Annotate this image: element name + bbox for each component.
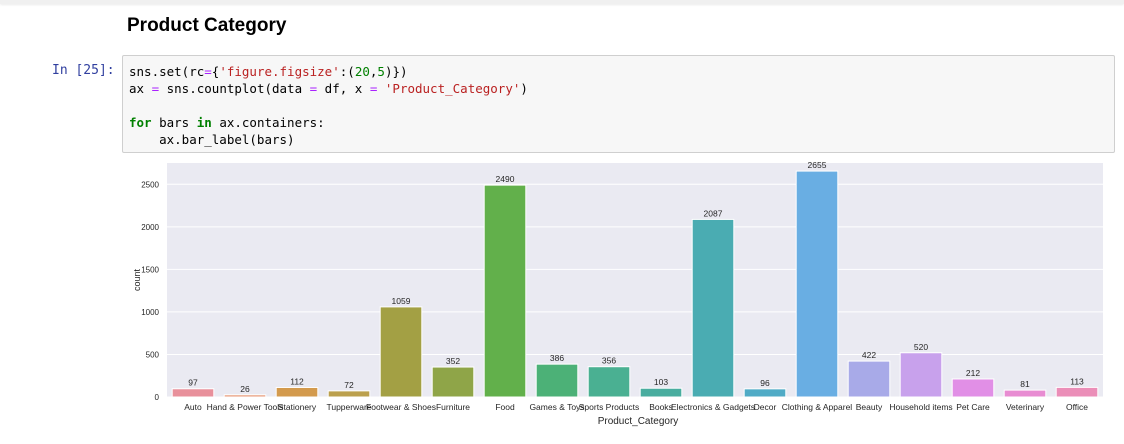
code-line-4: for bars in ax.containers: [129,115,325,130]
x-tick-label: Pet Care [956,402,990,412]
section-heading: Product Category [127,15,287,36]
bar-value-label: 352 [446,356,460,366]
bar [951,378,995,398]
bar-value-label: 212 [966,368,980,378]
bar [587,366,631,398]
bar-value-label: 386 [550,353,564,363]
y-axis-ticks: 0 500 1000 1500 2000 2500 [141,180,159,402]
bar-value-label: 26 [240,384,250,394]
bar-value-label: 356 [602,356,616,366]
x-tick-label: Beauty [856,402,883,412]
bar-value-label: 97 [188,378,198,388]
notebook-top-bar [0,0,1124,4]
bar-value-label: 72 [344,380,354,390]
x-tick-label: Hand & Power Tools [207,402,284,412]
bar [483,184,527,398]
bar-value-label: 81 [1020,379,1030,389]
y-tick-label: 1500 [141,265,159,274]
bar-value-label: 2490 [496,174,515,184]
bar-value-label: 103 [654,377,668,387]
bar [847,360,891,398]
code-line-1: sns.set(rc={'figure.figsize':(20,5)}) [129,64,408,79]
countplot-chart: 0 500 1000 1500 2000 2500 97 26 112 72 1059 352 249… [132,160,1103,427]
bar [431,366,475,398]
y-tick-label: 2000 [141,223,159,232]
x-tick-label: Decor [754,402,777,412]
x-tick-label: Office [1066,402,1088,412]
x-tick-label: Books [649,402,673,412]
bar [379,306,423,398]
bar [535,363,579,398]
x-tick-label: Games & Toys [529,402,584,412]
y-axis-label: count [132,268,142,291]
plot-area [167,163,1103,397]
bar-value-label: 422 [862,350,876,360]
bar-value-label: 96 [760,378,770,388]
bar-value-label: 2087 [704,208,723,218]
bar-value-label: 113 [1070,376,1084,386]
code-line-5: ax.bar_label(bars) [129,132,295,147]
y-tick-label: 0 [155,393,160,402]
x-tick-label: Tupperware [326,402,371,412]
x-tick-label: Food [495,402,515,412]
bar [223,394,267,398]
x-tick-label: Furniture [436,402,470,412]
bar-value-label: 112 [290,376,304,386]
x-axis-label: Product_Category [598,416,679,427]
bar [899,352,943,398]
gridlines [167,183,1103,398]
code-cell[interactable]: sns.set(rc={'figure.figsize':(20,5)}) ax… [122,55,1115,153]
bar [795,170,839,398]
y-tick-label: 1000 [141,308,159,317]
bar [743,388,787,398]
bar [171,388,215,398]
bar-value-label: 1059 [392,296,411,306]
y-tick-label: 2500 [141,180,159,189]
bar [327,390,371,398]
bar-value-label: 520 [914,342,928,352]
cell-prompt: In [25]: [52,63,115,78]
bar [639,387,683,398]
x-tick-label: Household items [889,402,952,412]
bar [691,218,735,398]
x-tick-label: Clothing & Apparel [782,402,853,412]
x-tick-label: Electronics & Gadgets [671,402,755,412]
x-tick-label: Veterinary [1006,402,1045,412]
x-tick-label: Footwear & Shoes [366,402,436,412]
code-line-2: ax = sns.countplot(data = df, x = 'Produ… [129,81,528,96]
bar [275,386,319,398]
x-tick-label: Stationery [278,402,317,412]
bar-value-label: 2655 [808,160,827,170]
bar [1055,386,1099,398]
x-tick-label: Sports Products [579,402,639,412]
bars: 97 26 112 72 1059 352 2490 386 356 103 2087 96 2655 4… [171,160,1099,398]
bar [1003,389,1047,398]
x-tick-label: Auto [184,402,202,412]
code-editor[interactable]: sns.set(rc={'figure.figsize':(20,5)}) ax… [129,63,528,148]
y-tick-label: 500 [146,350,160,359]
